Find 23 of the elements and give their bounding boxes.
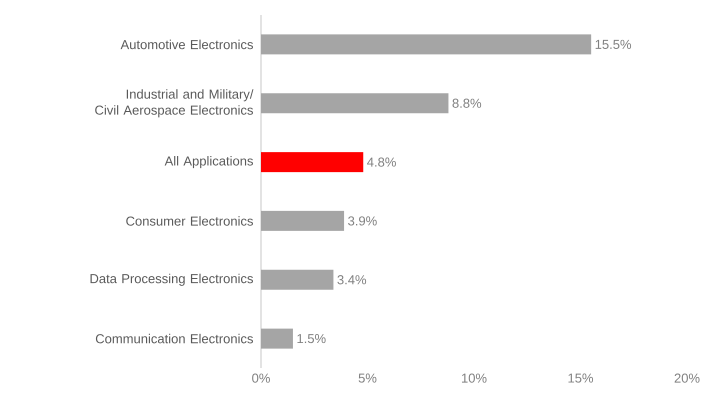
bar — [261, 152, 364, 172]
y-tick-label: Data Processing Electronics — [90, 274, 253, 286]
bar — [261, 270, 334, 290]
y-tick-label: All Applications — [164, 156, 253, 168]
data-label: 3.4% — [337, 275, 366, 284]
data-label: 1.5% — [297, 334, 326, 344]
data-label: 3.9% — [348, 216, 377, 226]
bar — [261, 210, 344, 231]
bar — [261, 93, 448, 114]
data-label: 8.8% — [452, 98, 482, 108]
x-tick-label: 15% — [568, 374, 594, 383]
y-tick-label: Communication Electronics — [96, 334, 253, 344]
x-tick-label: 20% — [674, 374, 700, 383]
y-tick-label: Consumer Electronics — [126, 216, 253, 226]
bar — [261, 328, 293, 349]
y-tick-label: Automotive Electronics — [120, 40, 253, 50]
y-tick-label: Industrial and Military/ Civil Aerospace Electronics — [95, 89, 254, 118]
bar — [261, 34, 592, 54]
x-tick-label: 0% — [252, 374, 270, 383]
data-label: 4.8% — [367, 157, 396, 167]
x-tick-label: 10% — [462, 374, 487, 383]
x-tick-label: 5% — [358, 374, 376, 383]
data-label: 15.5% — [596, 40, 632, 49]
